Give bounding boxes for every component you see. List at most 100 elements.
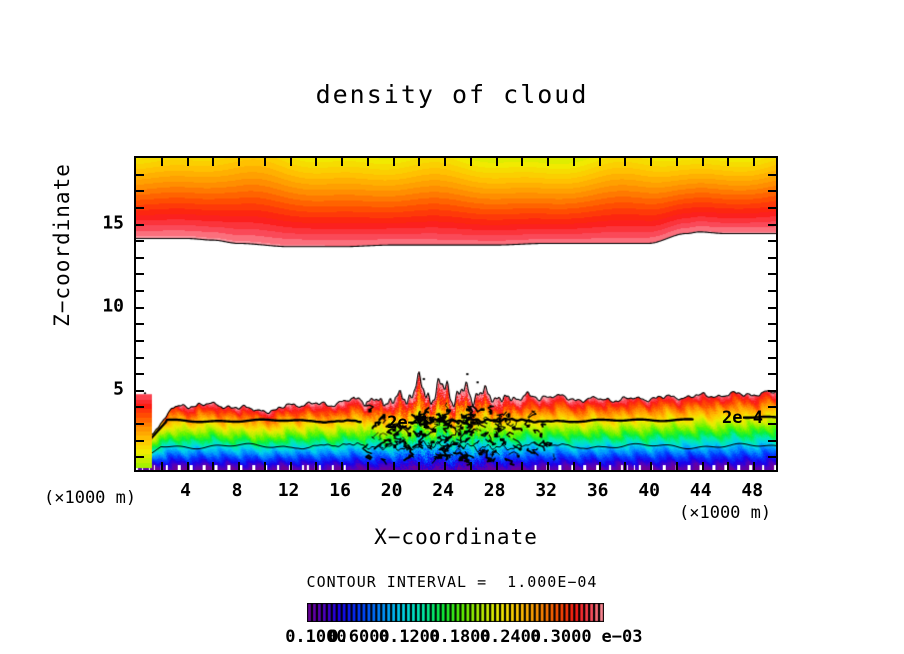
y-tick-left [136, 456, 144, 459]
x-tick-top [701, 158, 704, 166]
x-tick-label: 40 [638, 480, 661, 501]
x-tick-top [315, 158, 318, 166]
x-tick-top [675, 158, 678, 166]
colorbar-tick-label: 0.1000 [285, 627, 347, 647]
y-tick-left [136, 306, 144, 309]
contour-field-canvas [136, 158, 776, 470]
page-title: density of cloud [315, 80, 589, 109]
x-tick-top [598, 158, 601, 166]
x-tick-bottom [366, 462, 369, 470]
colorbar-tick-label: 0.1200 [378, 627, 441, 647]
x-tick-top [753, 158, 756, 166]
x-tick-label: 28 [483, 480, 506, 501]
x-tick-top [212, 158, 215, 166]
x-tick-top [418, 158, 421, 166]
x-tick-label: 16 [329, 480, 351, 501]
x-tick-top [392, 158, 395, 166]
y-tick-left [136, 339, 144, 342]
x-tick-bottom [263, 462, 266, 470]
y-tick-right [768, 240, 776, 243]
x-tick-bottom [160, 462, 163, 470]
x-tick-top [727, 158, 730, 166]
x-tick-bottom [701, 462, 704, 470]
y-tick-left [136, 173, 144, 176]
y-tick-left [136, 256, 144, 259]
x-tick-bottom [650, 462, 653, 470]
y-tick-right [768, 456, 776, 459]
x-tick-top [341, 158, 344, 166]
x-tick-bottom [598, 462, 601, 470]
x-tick-bottom [547, 462, 550, 470]
x-tick-top [624, 158, 627, 166]
y-axis-unit-label: (×1000 m) [44, 488, 137, 508]
y-tick-label: 5 [113, 378, 124, 400]
x-tick-bottom [392, 462, 395, 470]
colorbar-exponent-label: e−03 [601, 627, 643, 647]
y-tick-right [768, 256, 776, 259]
colorbar-tick-labels: 0.1000 0.6000 0.1200 0.1800 0.2400 0.3000 e−03 [0, 627, 904, 651]
x-tick-bottom [727, 462, 730, 470]
x-tick-top [650, 158, 653, 166]
x-axis-title: X−coordinate [374, 525, 538, 549]
y-tick-right [768, 373, 776, 376]
y-tick-right [768, 173, 776, 176]
x-tick-bottom [521, 462, 524, 470]
y-tick-right [768, 323, 776, 326]
y-tick-left [136, 273, 144, 276]
x-tick-bottom [186, 462, 189, 470]
y-tick-left [136, 206, 144, 209]
y-tick-right [768, 223, 776, 226]
y-axis-title: Z−coordinate [50, 163, 74, 327]
x-tick-bottom [675, 462, 678, 470]
colorbar-gradient [307, 603, 604, 622]
x-tick-label: 8 [231, 480, 243, 501]
x-tick-label: 24 [432, 480, 454, 501]
y-tick-label: 10 [102, 295, 124, 317]
x-tick-top [572, 158, 575, 166]
x-tick-top [263, 158, 266, 166]
y-tick-left [136, 439, 144, 442]
x-tick-label: 12 [277, 480, 300, 501]
x-tick-bottom [495, 462, 498, 470]
y-tick-left [136, 389, 144, 392]
x-tick-bottom [469, 462, 472, 470]
y-tick-left [136, 373, 144, 376]
y-tick-right [768, 273, 776, 276]
y-tick-left [136, 240, 144, 243]
x-tick-top [547, 158, 550, 166]
x-tick-label: 4 [180, 480, 191, 501]
x-tick-label: 20 [380, 480, 403, 501]
x-tick-top [238, 158, 241, 166]
colorbar-tick-label: 0.6000 [328, 627, 390, 647]
contour-value-label: 2e−4 [387, 413, 429, 434]
x-tick-bottom [289, 462, 292, 470]
x-tick-label: 36 [586, 480, 609, 501]
y-tick-right [768, 356, 776, 359]
x-tick-bottom [444, 462, 447, 470]
x-tick-top [366, 158, 369, 166]
x-tick-bottom [238, 462, 241, 470]
x-tick-top [469, 158, 472, 166]
colorbar [307, 603, 604, 622]
x-tick-label: 32 [535, 480, 557, 501]
y-tick-left [136, 423, 144, 426]
contour-plot-area: 2e−4 2e−4 [134, 156, 778, 472]
x-tick-top [495, 158, 498, 166]
x-tick-top [186, 158, 189, 166]
y-tick-label: 15 [102, 212, 124, 234]
y-tick-right [768, 423, 776, 426]
y-tick-right [768, 190, 776, 193]
x-tick-label: 44 [689, 480, 712, 501]
y-tick-right [768, 406, 776, 409]
y-tick-right [768, 206, 776, 209]
x-tick-bottom [418, 462, 421, 470]
x-tick-label: 48 [741, 480, 764, 501]
x-tick-bottom [572, 462, 575, 470]
y-tick-right [768, 389, 776, 392]
x-tick-bottom [315, 462, 318, 470]
x-tick-bottom [341, 462, 344, 470]
x-tick-top [160, 158, 163, 166]
x-tick-top [289, 158, 292, 166]
y-tick-left [136, 323, 144, 326]
